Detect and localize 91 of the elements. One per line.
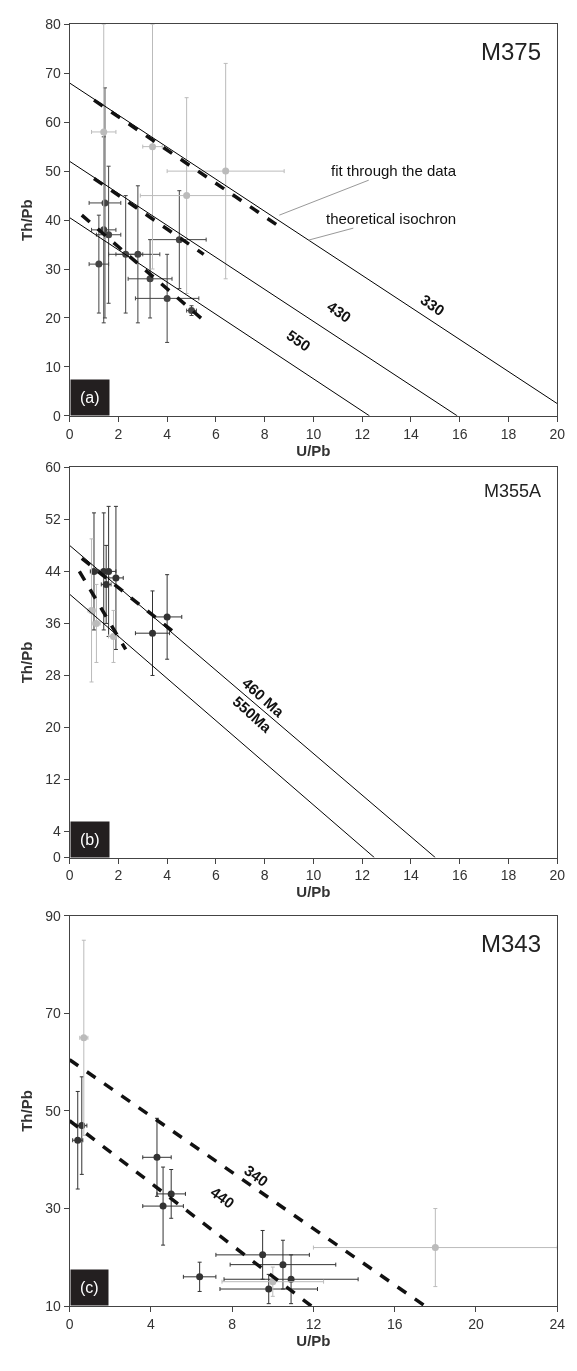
point bbox=[159, 1202, 167, 1210]
y-tick-label: 30 bbox=[45, 260, 62, 277]
x-tick-label: 8 bbox=[260, 867, 269, 884]
x-tick-label: 8 bbox=[228, 1315, 237, 1332]
y-tick-label: 36 bbox=[45, 615, 62, 632]
y-tick-label: 0 bbox=[53, 849, 62, 866]
y-tick-label: 44 bbox=[45, 563, 62, 580]
y-tick-label: 28 bbox=[45, 667, 62, 684]
point bbox=[279, 1261, 287, 1269]
y-tick-label: 20 bbox=[45, 719, 62, 736]
annotation: 330 bbox=[417, 290, 448, 319]
x-tick-label: 14 bbox=[403, 425, 419, 442]
point bbox=[112, 574, 120, 582]
x-tick-label: 16 bbox=[386, 1315, 403, 1332]
x-tick-label: 24 bbox=[549, 1315, 566, 1332]
x-tick-label: 0 bbox=[65, 867, 74, 884]
text: M343 bbox=[481, 930, 542, 957]
x-axis-title: U/Pb bbox=[296, 883, 331, 901]
y-tick-label: 70 bbox=[45, 65, 62, 82]
x-axis-title: U/Pb bbox=[296, 1331, 331, 1349]
annotation: (b) bbox=[80, 831, 100, 848]
point bbox=[259, 1251, 267, 1259]
x-tick-label: 12 bbox=[354, 867, 371, 884]
annotation: (a) bbox=[80, 389, 100, 406]
point bbox=[431, 1244, 439, 1252]
x-tick-label: 20 bbox=[549, 867, 566, 884]
annotation: fit through the data bbox=[331, 162, 457, 179]
point bbox=[105, 567, 113, 575]
x-tick-label: 4 bbox=[163, 425, 172, 442]
y-tick-label: 60 bbox=[45, 114, 62, 131]
x-tick-label: 2 bbox=[114, 867, 123, 884]
y-tick-label: 80 bbox=[45, 16, 62, 33]
x-tick-label: 4 bbox=[163, 867, 172, 884]
y-tick-label: 40 bbox=[45, 211, 62, 228]
point bbox=[183, 192, 191, 200]
point bbox=[100, 128, 108, 136]
annotation: (c) bbox=[80, 1279, 99, 1296]
x-tick-label: 6 bbox=[212, 867, 220, 884]
x-tick-label: 16 bbox=[451, 425, 468, 442]
point bbox=[134, 250, 142, 258]
text: M355A bbox=[484, 481, 542, 501]
annotation: 430 bbox=[324, 297, 355, 326]
x-tick-label: 6 bbox=[212, 425, 220, 442]
y-axis-title: Th/Pb bbox=[18, 1090, 36, 1132]
x-tick-label: 8 bbox=[260, 425, 269, 442]
point bbox=[167, 1190, 175, 1198]
x-tick-label: 10 bbox=[305, 867, 322, 884]
point bbox=[163, 613, 171, 621]
point bbox=[153, 1153, 161, 1161]
y-axis-title: Th/Pb bbox=[18, 199, 36, 241]
annotation: theoretical isochron bbox=[326, 210, 457, 227]
y-tick-label: 30 bbox=[45, 1200, 62, 1217]
x-tick-label: 20 bbox=[468, 1315, 484, 1332]
annotation: 340 bbox=[241, 1161, 272, 1190]
point bbox=[149, 143, 157, 151]
y-tick-label: 4 bbox=[53, 823, 62, 840]
y-tick-label: 0 bbox=[53, 407, 62, 424]
y-axis-title: Th/Pb bbox=[18, 641, 36, 684]
y-tick-label: 12 bbox=[45, 771, 62, 788]
x-tick-label: 2 bbox=[114, 425, 123, 442]
point bbox=[149, 629, 157, 637]
x-axis-title: U/Pb bbox=[296, 441, 331, 459]
y-tick-label: 52 bbox=[45, 511, 62, 528]
y-tick-label: 90 bbox=[45, 907, 62, 924]
x-tick-label: 10 bbox=[305, 425, 322, 442]
point bbox=[222, 167, 230, 175]
text: M375 bbox=[481, 38, 542, 65]
x-tick-label: 18 bbox=[500, 425, 517, 442]
y-tick-label: 10 bbox=[45, 358, 62, 375]
y-tick-label: 50 bbox=[45, 163, 62, 180]
x-tick-label: 0 bbox=[65, 1315, 74, 1332]
y-tick-label: 60 bbox=[45, 459, 62, 476]
point bbox=[95, 260, 103, 268]
x-tick-label: 12 bbox=[305, 1315, 322, 1332]
point bbox=[265, 1285, 273, 1293]
point bbox=[163, 294, 171, 302]
annotation: 550 bbox=[283, 326, 314, 355]
point bbox=[269, 1278, 277, 1286]
x-tick-label: 4 bbox=[146, 1315, 155, 1332]
x-tick-label: 18 bbox=[500, 867, 517, 884]
y-tick-label: 10 bbox=[45, 1297, 62, 1314]
y-tick-label: 50 bbox=[45, 1102, 62, 1119]
annotation: 440 bbox=[207, 1183, 238, 1212]
x-tick-label: 14 bbox=[403, 867, 419, 884]
x-tick-label: 20 bbox=[549, 425, 566, 442]
x-tick-label: 12 bbox=[354, 425, 371, 442]
point bbox=[196, 1273, 204, 1281]
y-tick-label: 70 bbox=[45, 1005, 62, 1022]
x-tick-label: 16 bbox=[451, 867, 468, 884]
y-tick-label: 20 bbox=[45, 309, 62, 326]
x-tick-label: 0 bbox=[65, 425, 74, 442]
